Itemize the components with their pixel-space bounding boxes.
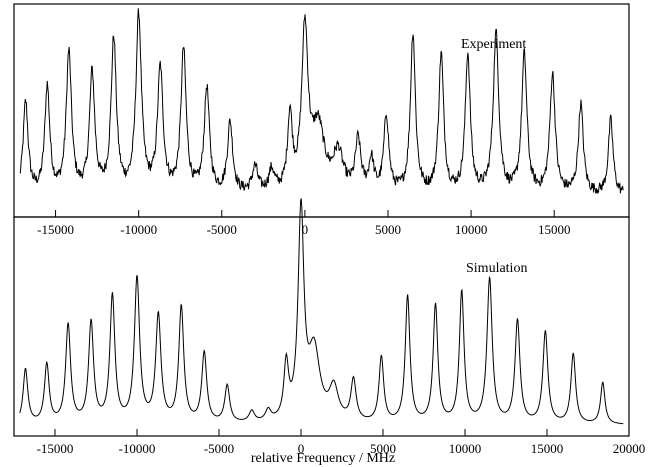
x-axis-title: relative Frequency / MHz bbox=[251, 451, 395, 466]
x-tick-label: -5000 bbox=[204, 441, 234, 456]
x-tick-label: 5000 bbox=[370, 441, 396, 456]
simulation-panel: -15000 -10000 -5000 0 5000 10000 15000 20000 Si… bbox=[13, 198, 646, 466]
simulation-x-ticks: -15000 -10000 -5000 0 5000 10000 15000 20000 bbox=[37, 429, 646, 456]
x-tick-label: 20000 bbox=[613, 441, 646, 456]
simulation-plot-frame bbox=[13, 216, 630, 437]
x-tick-label: -15000 bbox=[37, 441, 74, 456]
x-tick-label: -15000 bbox=[37, 222, 74, 237]
simulation-label: Simulation bbox=[466, 261, 527, 276]
x-tick-label: -10000 bbox=[120, 222, 157, 237]
experiment-plot-frame bbox=[13, 3, 630, 218]
experiment-label: Experiment bbox=[461, 37, 526, 52]
simulation-spectrum-line bbox=[19, 198, 624, 425]
x-tick-label: 5000 bbox=[375, 222, 401, 237]
experiment-panel: -15000 -10000 -5000 0 5000 10000 15000 Experim… bbox=[13, 3, 630, 237]
x-tick-label: 0 bbox=[298, 441, 305, 456]
x-tick-label: -10000 bbox=[119, 441, 156, 456]
x-tick-label: 15000 bbox=[538, 222, 571, 237]
x-tick-label: 15000 bbox=[531, 441, 564, 456]
experiment-spectrum-line bbox=[19, 8, 624, 195]
x-tick-label: 10000 bbox=[455, 222, 488, 237]
x-tick-label: 0 bbox=[302, 222, 309, 237]
experiment-x-ticks: -15000 -10000 -5000 0 5000 10000 15000 bbox=[37, 210, 570, 237]
x-tick-label: -5000 bbox=[207, 222, 237, 237]
x-tick-label: 10000 bbox=[449, 441, 482, 456]
